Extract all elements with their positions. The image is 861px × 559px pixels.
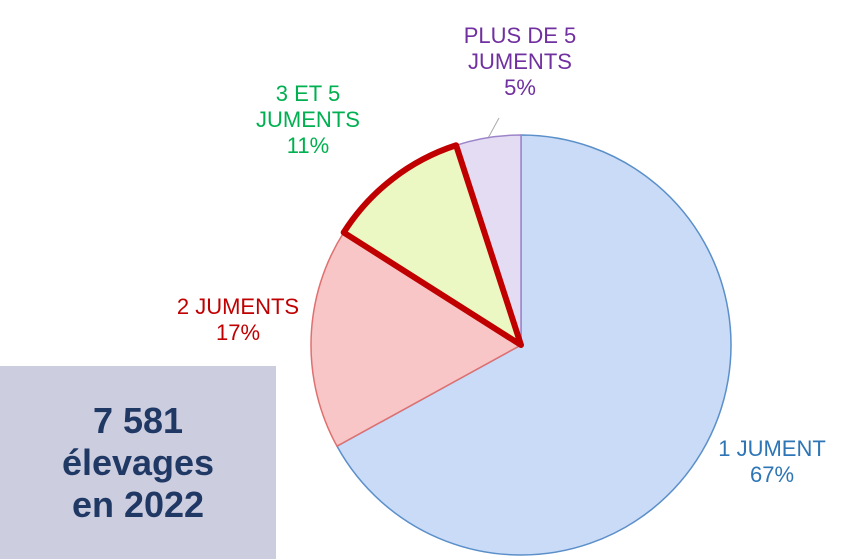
- category-label: 3 ET 5 JUMENTS: [256, 81, 360, 132]
- annotation-box: 7 581 élevages en 2022: [0, 366, 276, 559]
- slice-label: 3 ET 5 JUMENTS 11%: [248, 81, 368, 159]
- value-label: 67%: [749, 462, 795, 487]
- value-label: 5%: [504, 75, 536, 100]
- value-label: 11%: [286, 133, 330, 158]
- pie-slice: [310, 231, 523, 448]
- category-label: 2 JUMENTS: [176, 294, 300, 319]
- category-label: 1 JUMENT: [718, 436, 826, 461]
- slice-label: PLUS DE 5 JUMENTS 5%: [455, 23, 585, 101]
- pie-slice: [340, 142, 524, 348]
- category-label: PLUS DE 5 JUMENTS: [463, 23, 577, 74]
- leader-line: [486, 117, 500, 141]
- value-label: 17%: [215, 320, 261, 345]
- annotation: 7 581 élevages en 2022: [61, 399, 215, 525]
- pie-slice: [335, 134, 732, 556]
- slice-label: 1 JUMENT 67%: [697, 436, 847, 488]
- slice-label: 2 JUMENTS 17%: [153, 294, 323, 346]
